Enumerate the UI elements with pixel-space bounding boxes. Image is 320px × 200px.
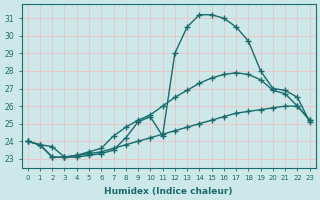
X-axis label: Humidex (Indice chaleur): Humidex (Indice chaleur) — [104, 187, 233, 196]
